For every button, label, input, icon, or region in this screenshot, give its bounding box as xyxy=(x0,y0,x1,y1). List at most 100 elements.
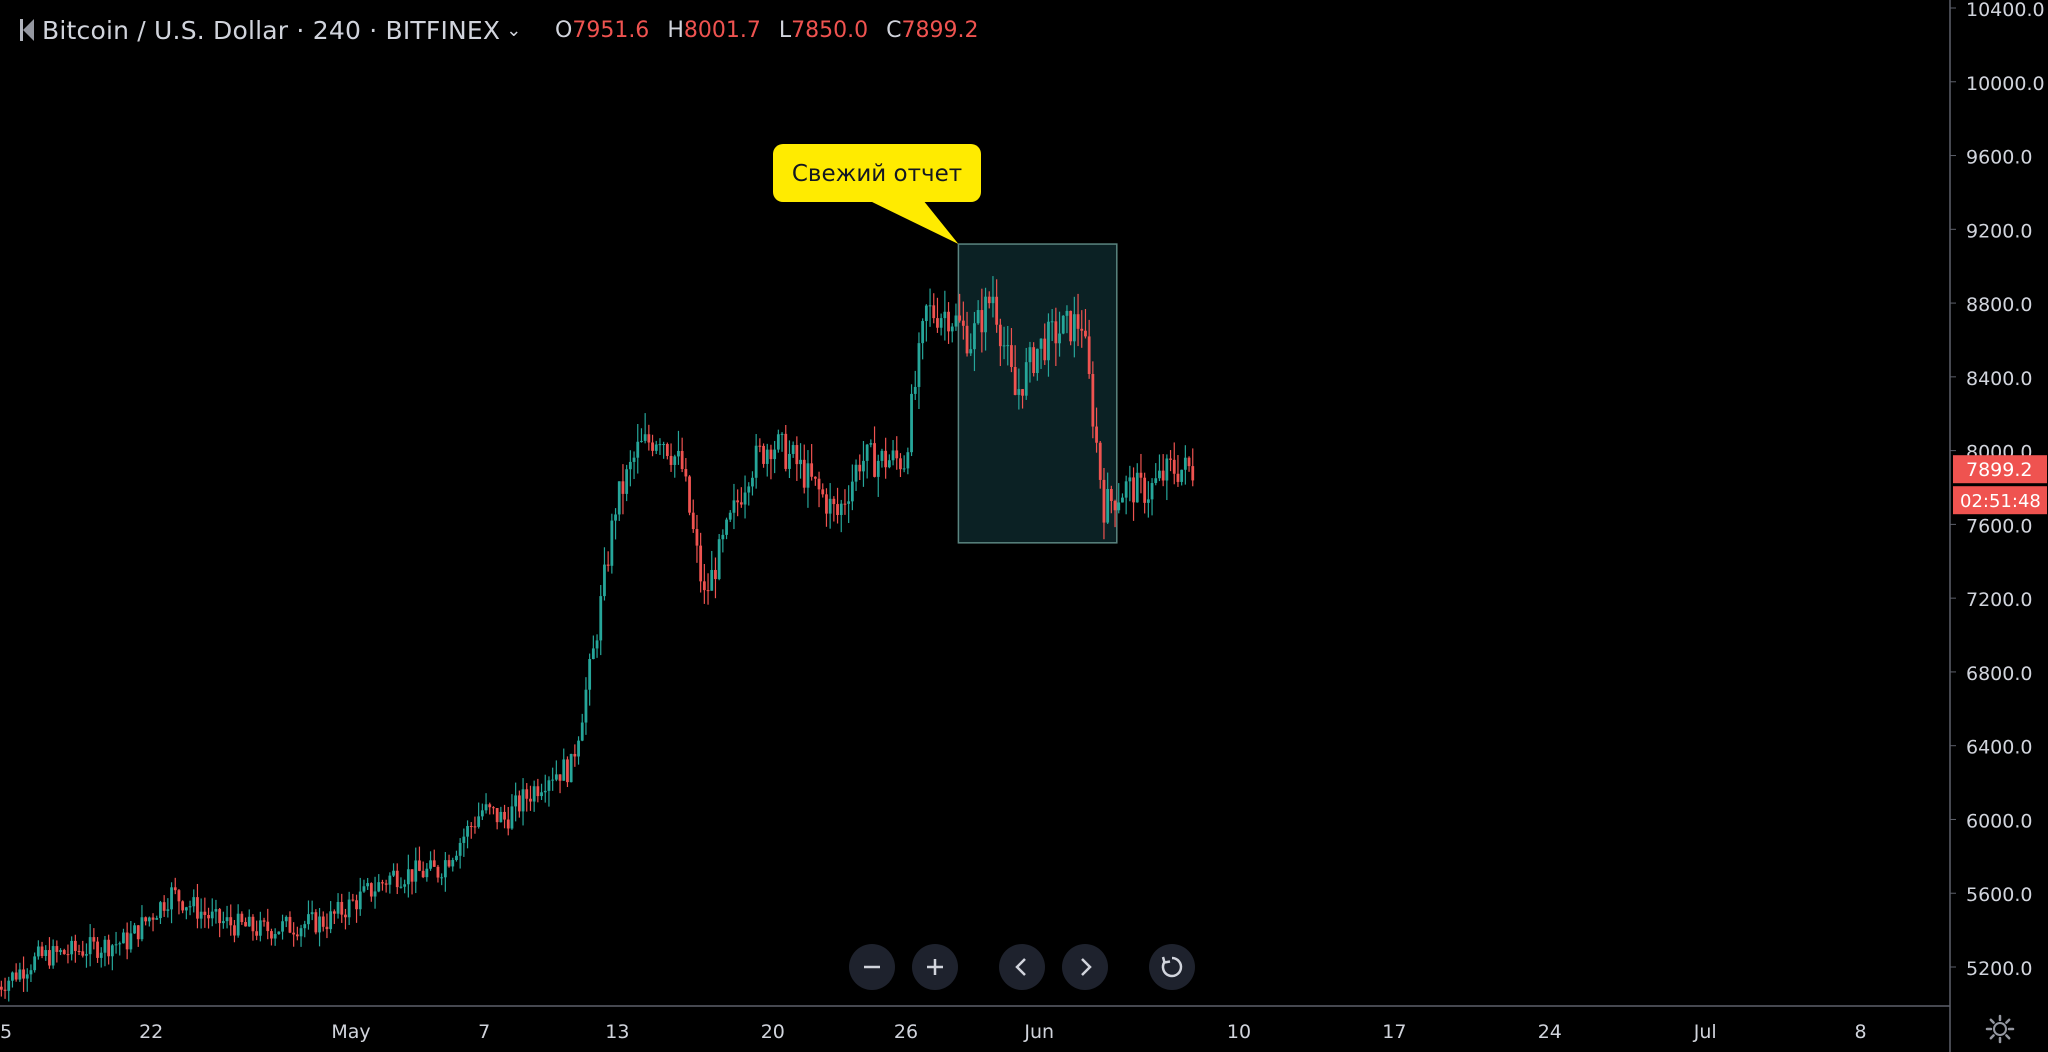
candle-body xyxy=(421,870,425,878)
candle-body xyxy=(936,318,939,328)
time-tick-label: 7 xyxy=(478,1021,490,1043)
candle-body xyxy=(495,807,499,823)
candle-body xyxy=(1080,328,1084,331)
settings-gear-icon[interactable] xyxy=(1985,1014,2015,1044)
candle-body xyxy=(858,464,862,472)
scroll-right-button[interactable] xyxy=(1062,944,1108,990)
ohlc-low-value: 7850.0 xyxy=(791,17,869,43)
candle-body xyxy=(1054,321,1058,344)
candle-body xyxy=(40,946,44,956)
candle-body xyxy=(273,934,277,939)
candle-body xyxy=(980,310,984,333)
candle-body xyxy=(255,931,259,936)
candle-body xyxy=(321,916,325,927)
candle-body xyxy=(447,860,451,867)
candle-body xyxy=(429,860,432,869)
candle-body xyxy=(754,445,758,478)
candle-body xyxy=(869,443,873,445)
candle-body xyxy=(802,459,806,488)
candle-body xyxy=(1043,338,1047,361)
candle-body xyxy=(236,913,240,936)
candle-body xyxy=(910,393,913,453)
candle-body xyxy=(184,907,188,911)
candle-body xyxy=(691,512,695,530)
candle-body xyxy=(939,318,943,328)
last-price-tag xyxy=(1953,455,2047,484)
price-tick-label: 6400.0 xyxy=(1966,737,2032,759)
candle-body xyxy=(1024,362,1028,396)
candle-body xyxy=(721,534,725,540)
candle-body xyxy=(1050,321,1054,323)
candle-body xyxy=(66,954,70,956)
candle-body xyxy=(913,386,917,394)
candle-body xyxy=(155,918,159,920)
candle-body xyxy=(92,937,96,942)
candle-body xyxy=(751,477,754,487)
candle-body xyxy=(129,933,133,950)
candle-body xyxy=(710,569,714,591)
candle-body xyxy=(384,883,388,885)
candle-body xyxy=(1072,314,1076,342)
candle-body xyxy=(510,806,514,829)
candle-body xyxy=(1191,466,1195,481)
candle-body xyxy=(887,460,891,468)
candle-body xyxy=(103,939,107,953)
zoom-out-button[interactable] xyxy=(849,944,895,990)
price-tick-label: 5200.0 xyxy=(1966,958,2032,980)
zoom-in-button[interactable] xyxy=(912,944,958,990)
time-tick-label: 10 xyxy=(1227,1021,1251,1043)
reset-chart-button[interactable] xyxy=(1149,944,1195,990)
candle-body xyxy=(628,461,632,470)
chevron-down-icon[interactable]: ⌄ xyxy=(506,19,522,41)
plus-icon xyxy=(927,959,943,975)
candle-body xyxy=(369,883,373,897)
candle-body xyxy=(462,836,466,843)
scroll-left-button[interactable] xyxy=(999,944,1045,990)
candle-body xyxy=(521,789,525,812)
candle-body xyxy=(303,924,307,929)
candle-body xyxy=(943,311,947,319)
symbol-legend[interactable]: Bitcoin / U.S. Dollar · 240 · BITFINEX ⌄ xyxy=(20,10,521,50)
candle-body xyxy=(847,501,851,504)
candle-body xyxy=(1176,473,1180,482)
candle-body xyxy=(284,916,288,922)
countdown-label: 02:51:48 xyxy=(1960,491,2041,512)
candle-body xyxy=(765,449,769,464)
candle-body xyxy=(218,909,222,924)
candle-body xyxy=(617,481,621,515)
candle-body xyxy=(1135,472,1139,503)
candle-body xyxy=(1102,479,1106,523)
candle-body xyxy=(1183,457,1187,470)
candle-body xyxy=(136,925,140,940)
candle-body xyxy=(1098,442,1102,480)
candle-body xyxy=(484,804,488,811)
candle-body xyxy=(118,943,122,945)
candle-body xyxy=(451,860,455,867)
candle-body xyxy=(18,969,22,980)
candle-body xyxy=(314,912,318,933)
candle-body xyxy=(543,790,547,793)
candle-body xyxy=(554,774,558,780)
candle-body xyxy=(292,932,296,935)
candle-body xyxy=(480,810,484,817)
candle-body xyxy=(29,970,33,975)
candle-body xyxy=(566,759,569,783)
candle-body xyxy=(799,459,802,465)
time-tick-label: 17 xyxy=(1382,1021,1406,1043)
candle-body xyxy=(717,539,721,580)
candle-body xyxy=(769,449,773,460)
candle-body xyxy=(210,911,214,919)
candle-body xyxy=(714,569,717,580)
candle-body xyxy=(406,869,410,885)
candle-body xyxy=(81,951,85,956)
candle-body xyxy=(625,469,629,494)
candle-body xyxy=(558,774,562,781)
candle-body xyxy=(902,468,906,470)
candle-body xyxy=(784,433,788,469)
countdown-tag xyxy=(1953,486,2047,515)
candle-body xyxy=(144,917,148,922)
candle-body xyxy=(791,445,795,454)
candle-body xyxy=(906,452,910,469)
